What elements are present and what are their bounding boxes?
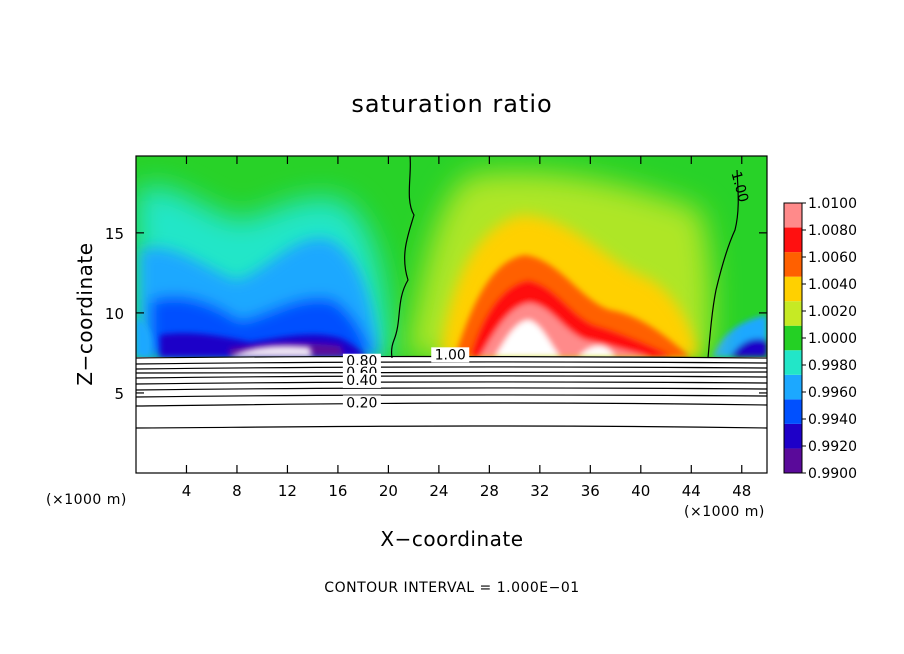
x-tick-label: 32	[530, 482, 549, 500]
y-tick-label: 15	[105, 225, 124, 243]
colorbar-tick-label: 1.0020	[808, 304, 857, 320]
plot-frame	[135, 155, 768, 474]
heatmap-field	[136, 156, 767, 473]
contour-label: 0.20	[346, 395, 377, 411]
x-unit-left: (×1000 m)	[46, 492, 127, 508]
contour-label-bg	[342, 372, 381, 388]
colorbar-swatch	[784, 350, 802, 375]
y-ticks: 5 10 15	[105, 225, 767, 403]
x-unit-right: (×1000 m)	[684, 504, 765, 520]
chart-title: saturation ratio	[351, 90, 552, 118]
colorbar-tick-label: 0.9940	[808, 412, 857, 428]
x-tick-label: 24	[429, 482, 448, 500]
colorbar-tick-label: 0.9920	[808, 439, 857, 455]
contour-interval-note: CONTOUR INTERVAL = 1.000E−01	[324, 580, 579, 596]
colorbar-tick-label: 0.9900	[808, 466, 857, 482]
y-tick-label: 5	[114, 385, 124, 403]
contour-label-bg	[342, 395, 381, 411]
x-tick-label: 4	[182, 482, 192, 500]
colorbar-swatch	[784, 448, 802, 473]
contour-lines	[136, 156, 767, 429]
colorbar-tick-label: 1.0040	[808, 277, 857, 293]
colorbar-swatch	[784, 252, 802, 277]
colorbar-swatch	[784, 227, 802, 253]
y-tick-label: 10	[105, 305, 124, 323]
x-tick-label: 12	[278, 482, 297, 500]
x-tick-label: 28	[480, 482, 499, 500]
contour-label: 1.00	[435, 347, 466, 363]
y-axis-label: Z−coordinate	[73, 242, 97, 385]
colorbar-tick-label: 1.0100	[808, 196, 857, 212]
colorbar-swatch	[784, 374, 802, 400]
x-tick-label: 8	[232, 482, 242, 500]
colorbar-tick-label: 1.0080	[808, 223, 857, 239]
colorbar-tick-label: 1.0000	[808, 331, 857, 347]
colorbar-swatch	[784, 325, 802, 351]
contour-label: 1.00	[728, 170, 752, 204]
contour-labels: 1.001.000.800.600.400.20	[342, 170, 752, 411]
x-tick-label: 44	[682, 482, 701, 500]
colorbar-swatch	[784, 399, 802, 424]
colorbar-swatch	[784, 423, 802, 449]
contour-label-bg	[431, 347, 470, 363]
x-axis-label: X−coordinate	[380, 527, 523, 551]
colorbar: 0.9900 0.9920 0.9940 0.9960 0.9980 1.0000 1.00…	[783, 196, 857, 482]
x-tick-label: 20	[379, 482, 398, 500]
x-tick-label: 16	[328, 482, 347, 500]
contour-label: 0.40	[346, 373, 377, 389]
colorbar-swatch	[784, 203, 802, 228]
colorbar-tick-label: 0.9980	[808, 358, 857, 374]
colorbar-tick-label: 1.0060	[808, 250, 857, 266]
x-ticks: 4 8 12 16 20 24 28 32 36 40 44 48	[182, 156, 751, 500]
colorbar-swatch	[784, 276, 802, 302]
x-tick-label: 48	[732, 482, 751, 500]
colorbar-tick-label: 0.9960	[808, 385, 857, 401]
x-tick-label: 40	[631, 482, 650, 500]
colorbar-swatch	[784, 301, 802, 326]
x-tick-label: 36	[581, 482, 600, 500]
